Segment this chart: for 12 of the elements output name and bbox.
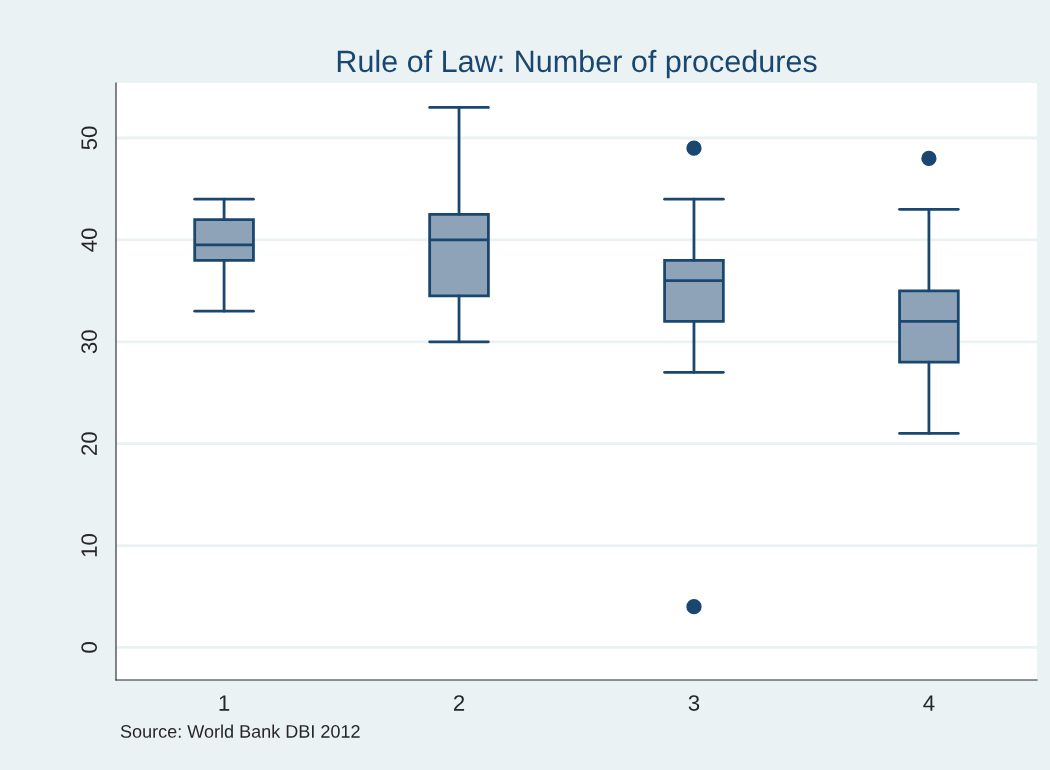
x-tick-label: 2 (453, 695, 465, 711)
y-tick-label: 10 (81, 534, 98, 557)
source-note: Source: World Bank DBI 2012 (120, 724, 360, 738)
x-tick-label: 4 (923, 695, 935, 711)
y-tick-label: 0 (81, 642, 98, 653)
x-tick-label: 1 (219, 695, 230, 711)
chart-title: Rule of Law: Number of procedures (337, 49, 817, 79)
y-tick-label: 40 (81, 228, 98, 252)
x-tick-label: 3 (688, 695, 700, 711)
y-tick-label: 30 (81, 330, 98, 354)
y-tick-label: 50 (81, 126, 98, 150)
y-tick-label: 20 (81, 432, 98, 455)
